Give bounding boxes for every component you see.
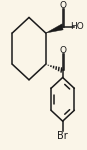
Text: O: O — [60, 46, 67, 56]
Text: O: O — [60, 1, 67, 10]
Polygon shape — [46, 24, 63, 33]
Text: HO: HO — [71, 22, 84, 31]
Text: Br: Br — [57, 131, 68, 141]
